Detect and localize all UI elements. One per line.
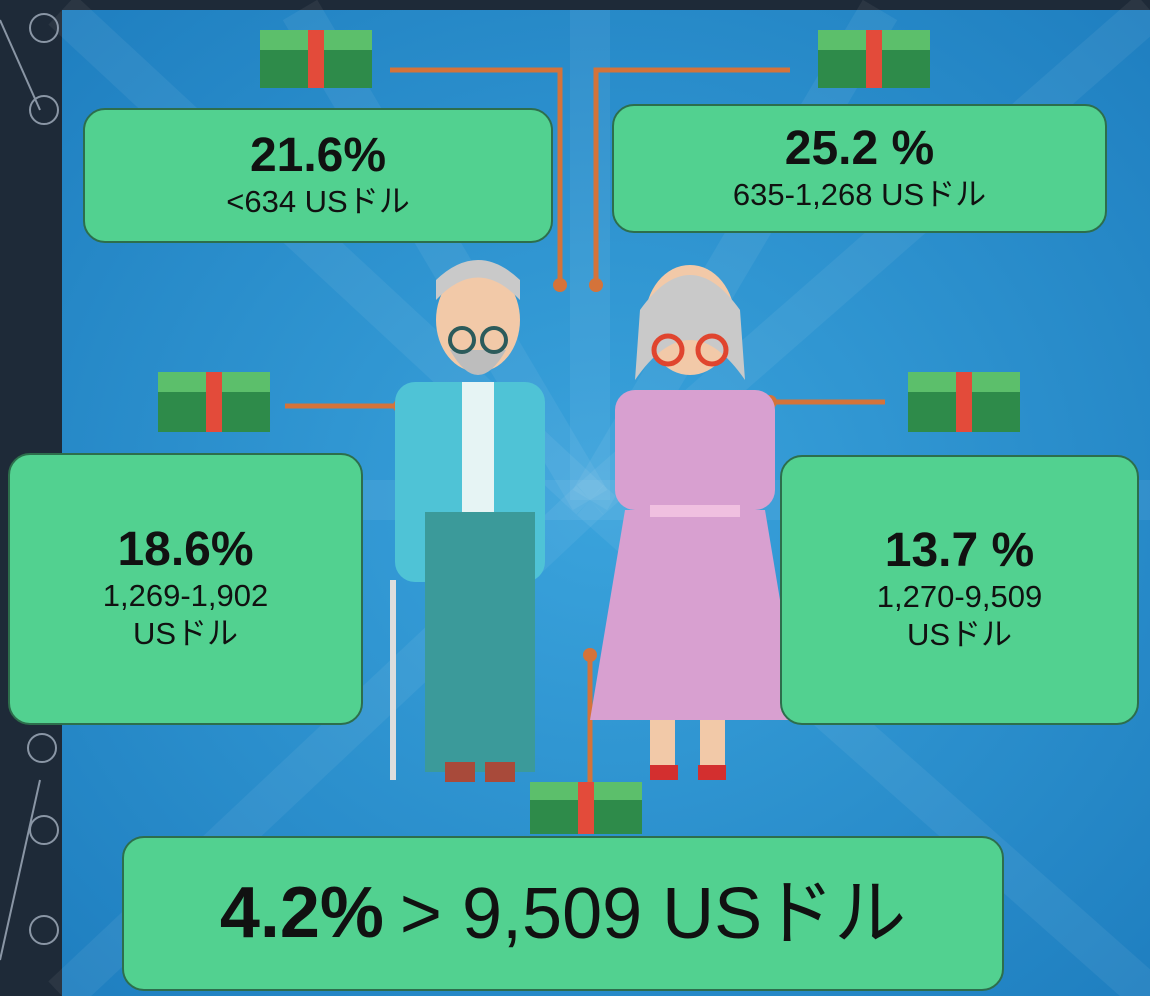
range-line: USドル	[906, 617, 1013, 653]
range: <634 USドル	[226, 183, 410, 222]
range-line: 1,270-9,509	[876, 578, 1043, 614]
percent: 18.6%	[117, 522, 254, 576]
percent: 21.6%	[249, 128, 387, 182]
range-line: 635-1,268 USドル	[732, 176, 987, 212]
range-line: 1,269-1,902	[102, 577, 269, 613]
range: 1,269-1,902 USドル	[103, 577, 268, 655]
income-box: 21.6% <634 USドル	[83, 108, 553, 243]
percent: 4.2%	[219, 872, 384, 953]
range-line: USドル	[132, 616, 239, 652]
income-box: 18.6% 1,269-1,902 USドル	[8, 453, 363, 725]
percent: 25.2 %	[784, 121, 935, 175]
range: > 9,509 USドル	[400, 869, 906, 959]
range: 635-1,268 USドル	[733, 176, 986, 215]
income-box: 4.2% > 9,509 USドル	[122, 836, 1004, 991]
income-box: 25.2 % 635-1,268 USドル	[612, 104, 1107, 233]
range-line: > 9,509 USドル	[399, 873, 907, 954]
percent: 13.7 %	[884, 523, 1035, 577]
range-line: <634 USドル	[226, 183, 410, 219]
income-box: 13.7 % 1,270-9,509 USドル	[780, 455, 1139, 725]
range: 1,270-9,509 USドル	[877, 578, 1042, 656]
